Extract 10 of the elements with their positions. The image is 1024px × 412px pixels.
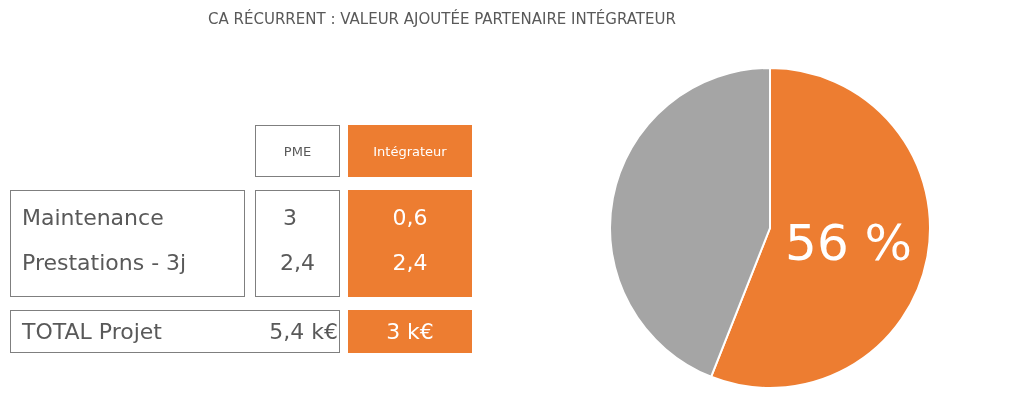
text: 5,4 k€ bbox=[268, 318, 338, 346]
text: 0,6 bbox=[391, 204, 429, 232]
text: CA RÉCURRENT : VALEUR AJOUTÉE PARTENAIRE INTÉGRATEUR bbox=[207, 8, 677, 30]
text: 3 bbox=[282, 204, 298, 232]
text: Maintenance bbox=[22, 204, 165, 232]
text: Prestations - 3j bbox=[22, 249, 188, 277]
data-label: 56 % bbox=[785, 213, 913, 272]
text: 2,4 bbox=[391, 249, 429, 277]
text: 2,4 bbox=[279, 249, 316, 277]
text: TOTAL Projet bbox=[22, 318, 163, 346]
